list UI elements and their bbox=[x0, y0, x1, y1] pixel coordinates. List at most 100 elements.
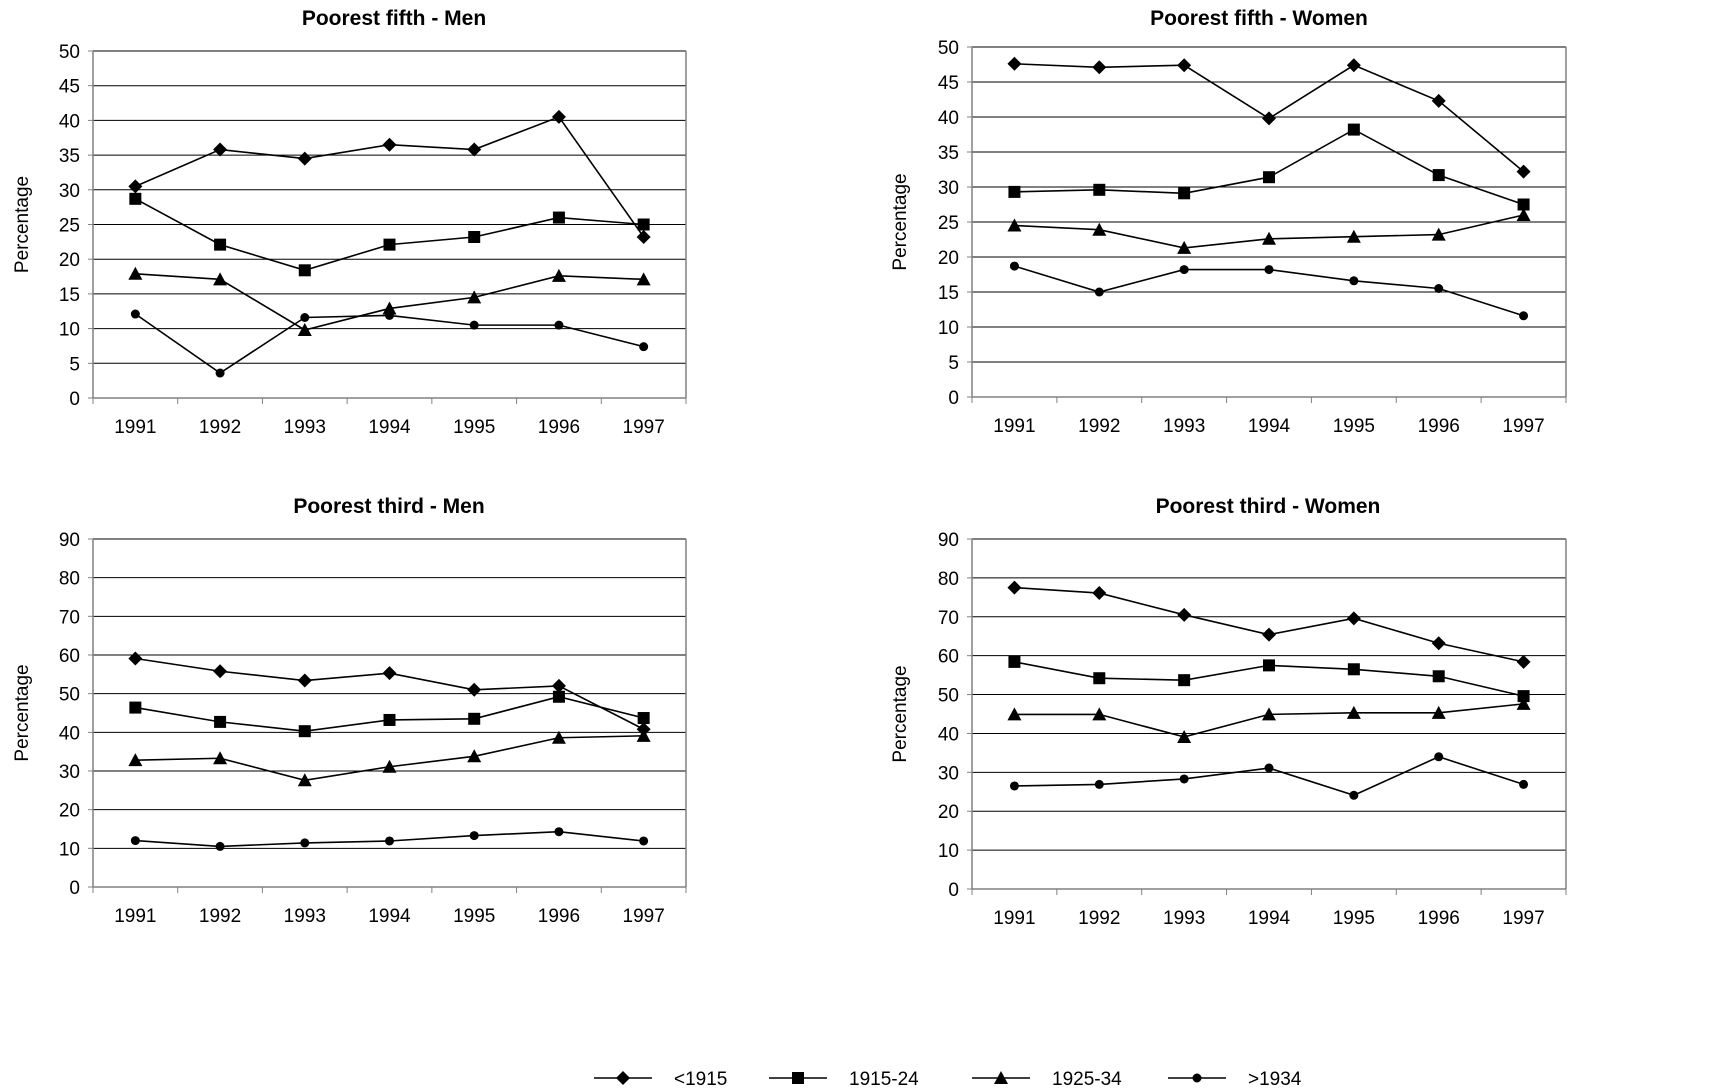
data-point bbox=[300, 838, 310, 848]
legend-item: 1915-24 bbox=[769, 1069, 919, 1090]
legend-marker bbox=[616, 1071, 630, 1085]
data-point bbox=[1346, 229, 1361, 243]
data-point bbox=[1264, 265, 1274, 275]
data-point bbox=[1346, 611, 1361, 626]
data-point bbox=[215, 841, 225, 851]
data-point bbox=[469, 320, 479, 330]
series-line bbox=[134, 313, 644, 374]
x-tick-label: 1991 bbox=[114, 906, 156, 927]
y-tick-label: 35 bbox=[59, 146, 80, 167]
data-point bbox=[130, 309, 140, 319]
data-point bbox=[636, 229, 651, 244]
y-tick-label: 70 bbox=[938, 608, 959, 629]
data-point bbox=[382, 137, 397, 152]
data-point bbox=[551, 678, 566, 693]
y-tick-label: 5 bbox=[948, 353, 959, 374]
data-point bbox=[298, 725, 311, 738]
x-tick-label: 1995 bbox=[453, 417, 495, 438]
chart-title: Poorest third - Women bbox=[1156, 495, 1381, 518]
x-tick-label: 1992 bbox=[199, 906, 241, 927]
data-point bbox=[214, 238, 227, 251]
data-point bbox=[1092, 60, 1107, 75]
data-point bbox=[1179, 265, 1189, 275]
y-tick-label: 50 bbox=[59, 42, 80, 63]
x-tick-label: 1994 bbox=[1248, 416, 1291, 437]
x-tick-label: 1993 bbox=[1163, 908, 1205, 929]
data-point bbox=[1434, 752, 1444, 762]
y-tick-label: 40 bbox=[59, 723, 80, 744]
y-tick-label: 40 bbox=[938, 108, 959, 129]
legend-item: <1915 bbox=[594, 1069, 727, 1090]
data-point bbox=[297, 322, 312, 336]
data-point bbox=[1346, 58, 1361, 73]
data-point bbox=[1519, 779, 1529, 789]
data-point bbox=[551, 268, 566, 282]
data-point bbox=[1009, 781, 1019, 791]
chart-title: Poorest fifth - Women bbox=[1150, 7, 1368, 30]
legend-label: 1925-34 bbox=[1052, 1069, 1122, 1090]
y-tick-label: 50 bbox=[59, 685, 80, 706]
data-point bbox=[1516, 696, 1531, 710]
data-point bbox=[1263, 171, 1275, 184]
data-point bbox=[1431, 705, 1446, 719]
data-point bbox=[1094, 779, 1104, 789]
y-tick-label: 40 bbox=[938, 724, 959, 745]
chart-title: Poorest third - Men bbox=[293, 495, 484, 518]
y-tick-label: 45 bbox=[938, 73, 959, 94]
data-point bbox=[468, 230, 481, 243]
data-point bbox=[213, 272, 228, 286]
legend-item: >1934 bbox=[1168, 1069, 1302, 1090]
legend-marker bbox=[1192, 1073, 1202, 1083]
data-point bbox=[297, 673, 312, 688]
y-tick-label: 30 bbox=[59, 181, 80, 202]
x-tick-label: 1994 bbox=[1248, 908, 1291, 929]
data-point bbox=[1093, 672, 1106, 685]
data-point bbox=[1346, 705, 1361, 719]
data-point bbox=[636, 272, 651, 286]
data-point bbox=[298, 264, 311, 277]
data-point bbox=[382, 759, 397, 773]
y-tick-label: 90 bbox=[938, 530, 959, 551]
y-tick-label: 80 bbox=[938, 569, 959, 590]
data-point bbox=[1347, 663, 1360, 676]
data-point bbox=[1431, 227, 1446, 241]
charts-group: Poorest fifth - Men Percentage 0 5 10 15 20 25 3… bbox=[12, 7, 1567, 929]
data-point bbox=[129, 701, 142, 714]
data-point bbox=[639, 836, 649, 846]
y-tick-label: 20 bbox=[938, 802, 959, 823]
legend-label: >1934 bbox=[1248, 1069, 1302, 1090]
data-point bbox=[383, 238, 396, 251]
x-tick-label: 1994 bbox=[368, 417, 411, 438]
data-point bbox=[637, 218, 650, 231]
y-tick-label: 5 bbox=[69, 354, 80, 375]
data-point bbox=[1516, 208, 1531, 221]
data-point bbox=[214, 715, 227, 728]
data-point bbox=[554, 320, 564, 330]
data-point bbox=[637, 712, 650, 725]
data-point bbox=[552, 211, 565, 224]
data-point bbox=[1177, 58, 1192, 73]
data-point bbox=[1179, 774, 1189, 784]
y-tick-label: 25 bbox=[59, 216, 80, 237]
y-axis-label: Percentage bbox=[890, 665, 911, 762]
data-point bbox=[385, 836, 394, 846]
data-point bbox=[1007, 218, 1022, 232]
x-tick-label: 1995 bbox=[1333, 908, 1375, 929]
y-tick-label: 50 bbox=[938, 686, 959, 707]
chart-title: Poorest fifth - Men bbox=[302, 7, 486, 30]
x-tick-label: 1996 bbox=[1418, 416, 1460, 437]
data-point bbox=[1434, 284, 1444, 293]
y-tick-label: 90 bbox=[59, 530, 80, 551]
y-tick-label: 20 bbox=[938, 248, 959, 269]
data-point bbox=[1264, 763, 1274, 773]
data-point bbox=[469, 831, 479, 841]
data-point bbox=[1349, 790, 1359, 800]
data-point bbox=[382, 301, 397, 315]
data-point bbox=[382, 666, 397, 681]
x-tick-label: 1992 bbox=[1078, 416, 1120, 437]
legend-label: <1915 bbox=[674, 1069, 727, 1090]
data-point bbox=[467, 290, 482, 304]
data-point bbox=[213, 664, 228, 679]
x-tick-label: 1997 bbox=[1502, 908, 1544, 929]
data-point bbox=[1092, 222, 1107, 236]
